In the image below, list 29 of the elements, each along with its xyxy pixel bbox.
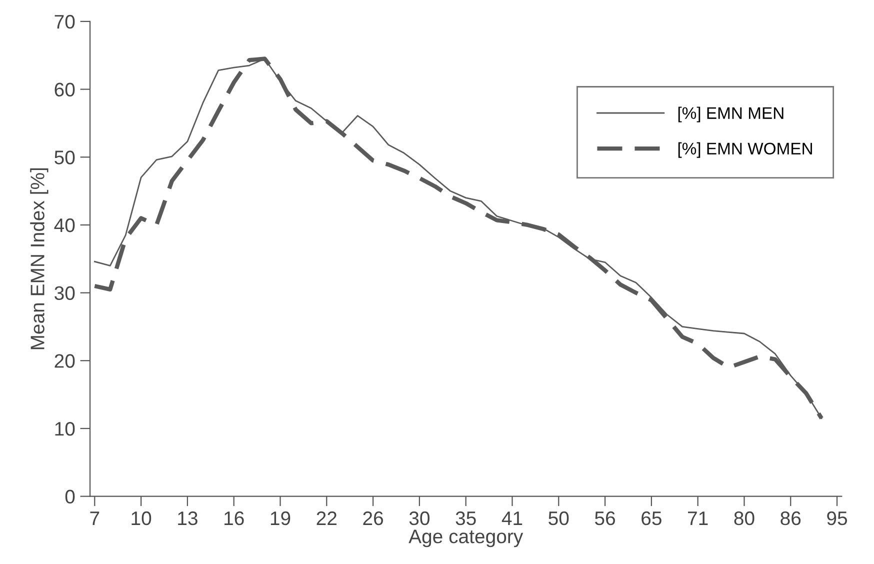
y-tick-label: 70: [54, 14, 75, 29]
legend-label: [%] EMN WOMEN: [678, 142, 812, 158]
x-tick-label: 19: [270, 511, 290, 526]
x-tick-label: 7: [90, 512, 100, 525]
x-tick-label: 71: [688, 512, 708, 525]
y-tick-label: 20: [54, 354, 75, 368]
x-tick-label: 10: [132, 511, 152, 526]
x-tick-label: 56: [595, 511, 615, 526]
x-tick-label: 65: [642, 511, 662, 526]
y-tick-label: 0: [65, 490, 75, 504]
y-tick-label: 60: [54, 82, 75, 97]
x-tick-label: 35: [456, 511, 476, 526]
y-tick-label: 40: [54, 218, 75, 232]
x-tick-label: 80: [734, 511, 754, 526]
x-tick-label: 13: [178, 511, 198, 526]
x-tick-label: 30: [409, 511, 430, 526]
x-tick-label: 95: [827, 511, 848, 526]
legend-label: [%] EMN MEN: [678, 106, 784, 122]
y-tick-label: 10: [55, 422, 75, 436]
x-tick-label: 86: [780, 511, 801, 526]
y-tick-label: 50: [54, 150, 75, 164]
y-axis-title: Mean EMN Index [%]: [30, 168, 48, 350]
y-tick-label: 30: [54, 286, 75, 300]
x-tick-label: 22: [316, 511, 336, 525]
x-axis-title: Age category: [408, 530, 524, 548]
x-tick-label: 26: [363, 511, 384, 526]
x-tick-label: 50: [548, 511, 569, 526]
x-tick-label: 41: [502, 512, 522, 525]
x-tick-label: 16: [224, 511, 244, 526]
